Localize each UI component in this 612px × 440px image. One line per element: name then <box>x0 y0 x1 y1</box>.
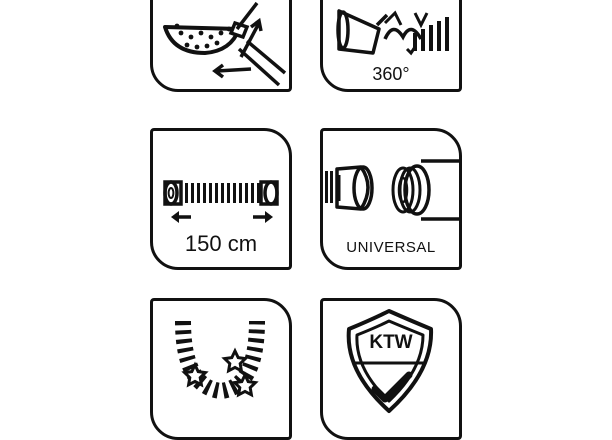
ktw-shield-tile: KTW <box>320 298 462 440</box>
hose-length-tile: 150 cm <box>150 128 292 270</box>
ktw-label: KTW <box>369 332 413 353</box>
flexible-hose-icon <box>175 320 265 400</box>
swivel-joint-icon <box>336 9 449 56</box>
flexible-hose-tile <box>150 298 292 440</box>
rain-shower-tile <box>150 0 292 92</box>
hose-length-caption: 150 cm <box>184 231 258 256</box>
universal-caption: UNIVERSAL <box>346 239 436 256</box>
ktw-shield-icon <box>346 309 434 413</box>
universal-connector-icon <box>325 159 459 221</box>
swivel-joint-tile: 360° <box>320 0 462 92</box>
universal-connector-tile: UNIVERSAL <box>320 128 462 270</box>
rain-shower-icon <box>163 1 287 87</box>
hose-length-icon <box>163 180 279 223</box>
swivel-caption: 360° <box>372 64 410 84</box>
